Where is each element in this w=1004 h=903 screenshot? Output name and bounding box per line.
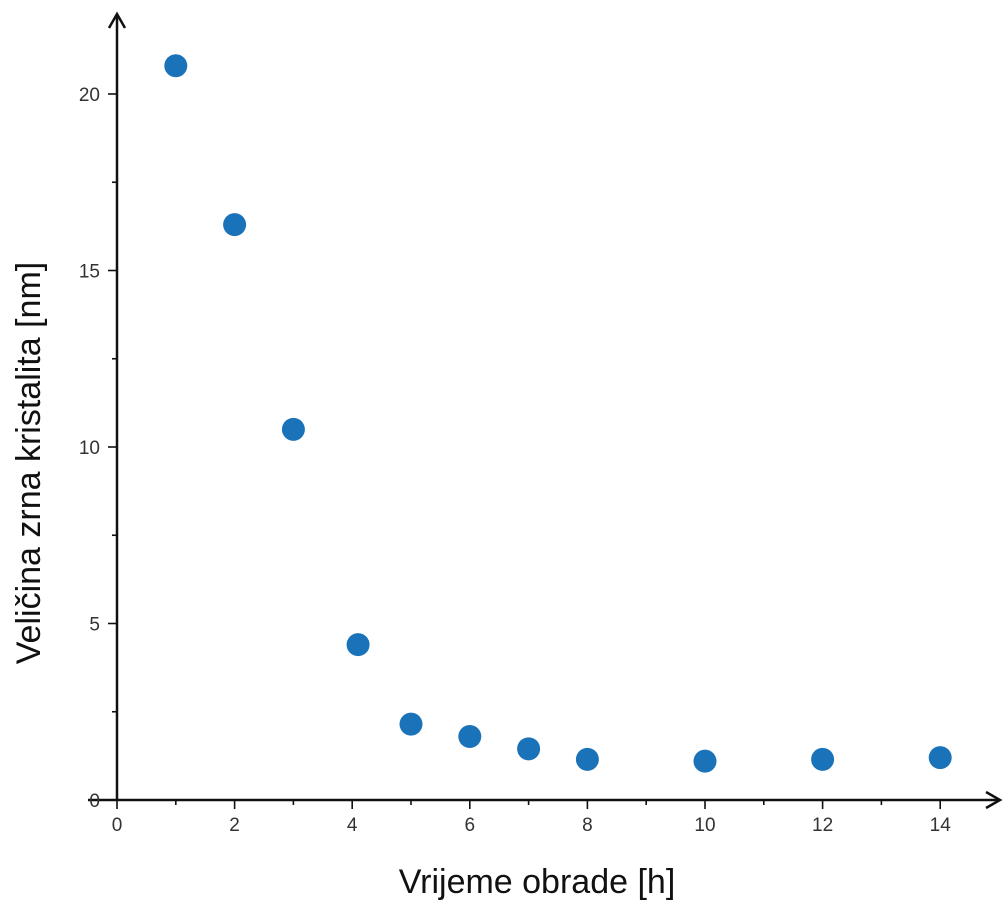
axes: [88, 11, 1003, 810]
data-point: [164, 54, 188, 78]
data-point: [517, 737, 541, 761]
data-point: [223, 213, 247, 237]
x-tick-label: 14: [930, 815, 952, 836]
x-axis-arrow: [985, 790, 1003, 810]
x-tick-label: 10: [694, 815, 715, 836]
data-point: [928, 746, 952, 770]
y-tick-label: 0: [89, 791, 100, 812]
data-point: [346, 633, 370, 657]
data-point: [811, 747, 835, 771]
x-axis-title: Vrijeme obrade [h]: [399, 863, 676, 901]
y-tick-label: 20: [79, 85, 100, 106]
x-tick-label: 4: [347, 815, 358, 836]
x-tick-label: 12: [812, 815, 833, 836]
x-tick-label: 2: [229, 815, 240, 836]
y-tick-label: 10: [79, 438, 100, 459]
ticks: 0 2 4 6 8 10 12 14 0 5 10 15 20: [79, 85, 951, 836]
y-tick-label: 15: [79, 262, 100, 283]
y-axis-title: Veličina zrna kristalita [nm]: [10, 262, 48, 665]
y-axis-arrow: [107, 11, 127, 29]
data-point: [693, 749, 717, 773]
y-tick-label: 5: [89, 615, 100, 636]
data-point: [281, 417, 305, 441]
data-point: [575, 747, 599, 771]
x-tick-label: 8: [582, 815, 593, 836]
data-point: [458, 724, 482, 748]
data-point: [399, 712, 423, 736]
x-tick-label: 6: [465, 815, 476, 836]
x-tick-label: 0: [112, 815, 123, 836]
data-points: [164, 54, 952, 773]
